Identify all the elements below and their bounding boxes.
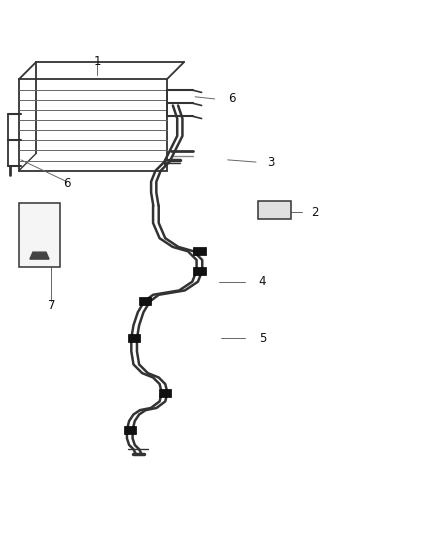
Text: 2: 2 [311, 206, 318, 219]
Bar [124, 426, 136, 434]
Bar [19, 204, 60, 266]
Text: 6: 6 [228, 92, 236, 106]
Polygon shape [30, 252, 49, 259]
Polygon shape [19, 79, 167, 171]
Text: 1: 1 [93, 55, 101, 68]
Text: 5: 5 [259, 332, 266, 345]
Bar [258, 201, 291, 219]
Bar [193, 267, 205, 275]
Bar [159, 389, 171, 397]
Bar [139, 297, 151, 305]
Bar [193, 247, 205, 255]
Text: 7: 7 [48, 299, 55, 312]
Text: 6: 6 [63, 177, 71, 190]
Bar [128, 334, 140, 342]
Text: 4: 4 [259, 275, 266, 288]
Text: 3: 3 [268, 156, 275, 168]
